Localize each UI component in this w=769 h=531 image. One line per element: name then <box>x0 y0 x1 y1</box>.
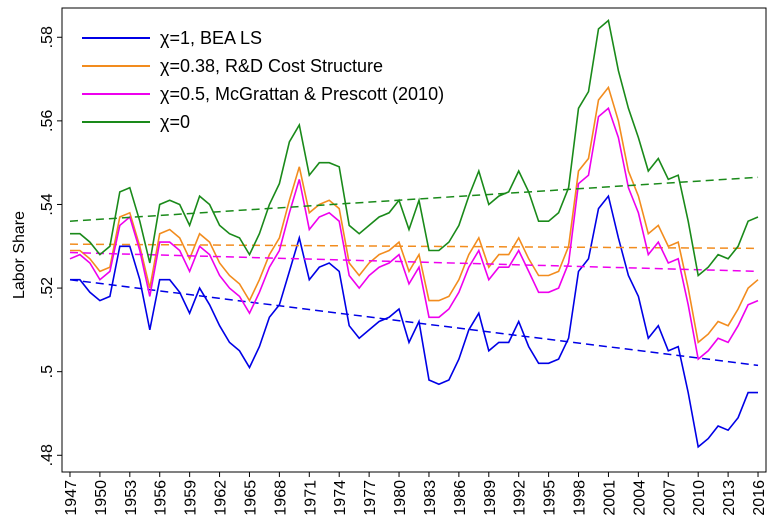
x-tick-label: 1968 <box>272 480 289 516</box>
x-tick-label: 1959 <box>183 480 200 516</box>
x-tick-label: 2010 <box>691 480 708 516</box>
x-tick-label: 1956 <box>153 480 170 516</box>
y-tick-label: .54 <box>39 193 56 215</box>
x-tick-label: 2001 <box>601 480 618 516</box>
series-line <box>70 85 759 344</box>
trend-line <box>69 176 759 222</box>
x-tick-label: 1989 <box>482 480 499 516</box>
x-tick-label: 2007 <box>661 480 678 516</box>
y-tick-label: .48 <box>39 444 56 466</box>
x-tick-label: 1947 <box>63 480 80 516</box>
x-tick-label: 1980 <box>392 480 409 516</box>
x-tick-label: 1992 <box>512 480 529 516</box>
legend-label: χ=1, BEA LS <box>160 28 262 48</box>
x-tick-label: 1977 <box>362 480 379 516</box>
x-tick-label: 1953 <box>123 480 140 516</box>
legend-label: χ=0 <box>160 112 190 132</box>
x-tick-label: 1983 <box>422 480 439 516</box>
x-tick-label: 1962 <box>213 480 230 516</box>
x-tick-label: 1965 <box>242 480 259 516</box>
legend-label: χ=0.5, McGrattan & Prescott (2010) <box>160 84 444 104</box>
y-tick-label: .58 <box>39 26 56 48</box>
trend-line <box>69 278 759 367</box>
series-line <box>70 194 758 449</box>
y-tick-label: .56 <box>39 110 56 132</box>
series-line <box>69 106 759 361</box>
x-tick-label: 1995 <box>542 480 559 516</box>
trend-line <box>69 243 759 250</box>
x-tick-label: 1998 <box>572 480 589 516</box>
y-axis-label: Labor Share <box>11 211 28 299</box>
trend-line <box>69 251 759 273</box>
plot-frame <box>61 7 767 473</box>
series-line <box>70 19 759 277</box>
x-tick-label: 1986 <box>452 480 469 516</box>
x-tick-label: 2013 <box>721 480 738 516</box>
x-tick-label: 2004 <box>631 480 648 516</box>
x-tick-label: 1950 <box>93 480 110 516</box>
x-tick-label: 2016 <box>751 480 768 516</box>
x-tick-label: 1971 <box>302 480 319 516</box>
y-tick-label: .5 <box>39 365 56 378</box>
y-tick-label: .52 <box>39 277 56 299</box>
x-tick-label: 1974 <box>332 480 349 516</box>
legend-label: χ=0.38, R&D Cost Structure <box>160 56 383 76</box>
